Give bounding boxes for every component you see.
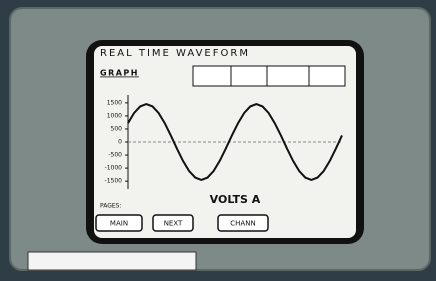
- y-tick-label: 0: [118, 139, 122, 146]
- address-bar: [28, 252, 196, 270]
- tab[interactable]: [309, 66, 345, 86]
- y-tick-label: 500: [111, 125, 123, 132]
- button-label: MAIN: [110, 220, 128, 228]
- y-tick-label: 1000: [107, 112, 122, 119]
- buttons: MAIN NEXT CHANN: [96, 215, 268, 231]
- y-tick-label: 1500: [107, 99, 122, 106]
- screen-title: REAL TIME WAVEFORM: [100, 48, 250, 59]
- y-tick-label: -1500: [105, 178, 123, 185]
- tab[interactable]: [267, 66, 309, 86]
- button-label: CHANN: [230, 220, 255, 228]
- button-label: NEXT: [164, 220, 183, 228]
- section-label: GRAPH: [100, 69, 139, 78]
- y-tick-label: -500: [108, 152, 122, 159]
- chart-title: VOLTS A: [210, 193, 261, 206]
- page: REAL TIME WAVEFORM GRAPH 1500 1000 500 0 -50…: [0, 0, 436, 277]
- screenshot: REAL TIME WAVEFORM GRAPH 1500 1000 500 0 -50…: [0, 0, 436, 277]
- y-tick-label: -1000: [105, 165, 123, 172]
- tab[interactable]: [231, 66, 267, 86]
- tab[interactable]: [193, 66, 231, 86]
- tabs: [193, 66, 345, 86]
- pages-label: PAGES:: [100, 203, 122, 210]
